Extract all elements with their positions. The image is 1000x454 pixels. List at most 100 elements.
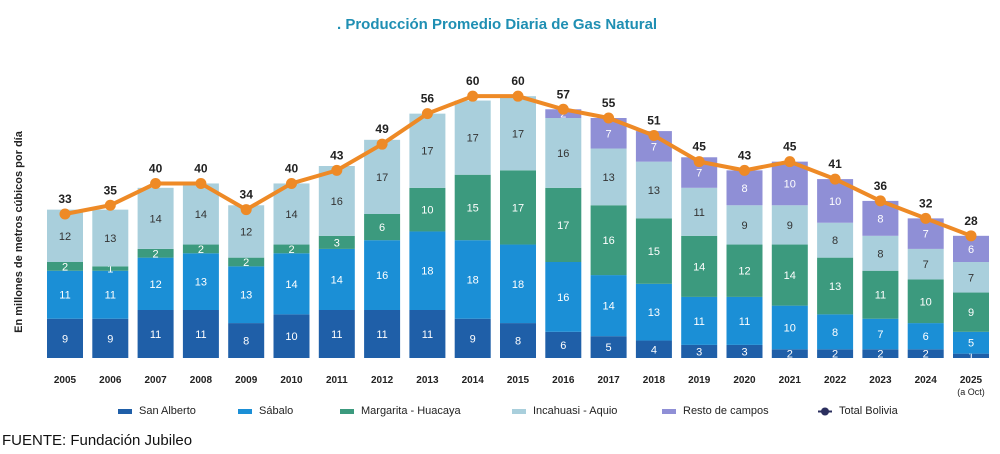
bar-segment	[590, 148, 627, 206]
segment-label: 6	[968, 244, 974, 256]
bar-segment	[817, 257, 854, 315]
legend-swatch	[118, 409, 132, 414]
bar-segment	[92, 270, 129, 319]
segment-label: 18	[467, 274, 479, 286]
total-point	[693, 156, 705, 168]
segment-label: 7	[968, 272, 974, 284]
bar-segment	[92, 318, 129, 358]
bar-segment	[47, 318, 83, 358]
segment-label: 13	[195, 277, 207, 289]
segment-label: 14	[149, 213, 161, 225]
bar-segment	[771, 305, 808, 350]
bar-segment	[771, 205, 808, 245]
segment-label: 18	[421, 266, 433, 278]
bar-segment	[953, 262, 989, 293]
segment-label: 4	[651, 344, 657, 356]
segment-label: 16	[557, 148, 569, 160]
total-label: 41	[828, 157, 842, 171]
bar-segment	[862, 235, 899, 271]
bar-segment	[500, 323, 536, 358]
segment-label: 2	[198, 244, 204, 256]
segment-label: 6	[923, 331, 929, 343]
segment-label: 3	[334, 237, 340, 249]
bar-segment	[364, 214, 401, 241]
segment-label: 6	[379, 222, 385, 234]
segment-label: 11	[105, 290, 116, 302]
bar-segment	[726, 296, 763, 345]
legend-swatch	[238, 409, 252, 414]
segment-label: 6	[560, 340, 566, 352]
segment-label: 3	[741, 346, 747, 358]
segment-label: 17	[512, 128, 524, 140]
bar-segment	[907, 349, 944, 358]
segment-label: 9	[62, 333, 68, 345]
segment-label: 13	[104, 233, 116, 245]
bar-segment	[635, 218, 672, 284]
bar-segment	[635, 161, 672, 219]
total-label: 36	[874, 179, 888, 193]
segment-label: 5	[606, 342, 612, 354]
segment-label: 9	[741, 220, 747, 232]
legend-swatch	[512, 409, 526, 414]
bar-segment	[318, 310, 355, 358]
segment-label: 11	[875, 290, 886, 302]
bar-segment	[92, 209, 129, 267]
x-tick-label: 2024	[915, 375, 938, 386]
segment-label: 13	[829, 281, 841, 293]
bar-segment	[182, 310, 219, 358]
legend-marker	[821, 407, 829, 416]
segment-label: 2	[832, 349, 838, 361]
x-tick-label: 2020	[733, 375, 756, 386]
chart-title: . Producción Promedio Diaria de Gas Natu…	[337, 16, 657, 33]
bar-segment	[409, 113, 446, 188]
bar-segment	[953, 353, 989, 358]
legend-label: Margarita - Huacaya	[361, 405, 462, 417]
bar-segment	[771, 161, 808, 206]
segment-label: 13	[648, 185, 660, 197]
bar-segment	[862, 349, 899, 358]
segment-label: 13	[648, 307, 660, 319]
segment-label: 17	[512, 202, 524, 214]
total-label: 34	[240, 188, 254, 202]
bar-segment	[681, 235, 718, 297]
segment-label: 14	[784, 270, 796, 282]
segment-label: 7	[877, 329, 883, 341]
total-label: 60	[511, 74, 525, 88]
segment-label: 10	[784, 178, 796, 190]
total-label: 49	[375, 122, 389, 136]
bar-segment	[137, 187, 174, 249]
x-tick-label: 2022	[824, 375, 847, 386]
x-tick-label: 2018	[643, 375, 666, 386]
bar-segment	[726, 344, 763, 358]
total-label: 56	[421, 92, 435, 106]
total-point	[104, 199, 116, 211]
bar-segment	[318, 248, 355, 310]
x-tick-label: 2010	[280, 375, 303, 386]
segment-label: 14	[693, 261, 705, 273]
segment-label: 1	[968, 351, 974, 363]
gas-production-chart: . Producción Promedio Diaria de Gas Natu…	[13, 16, 989, 417]
segment-label: 2	[787, 349, 793, 361]
bar-segment	[681, 187, 718, 236]
total-point	[648, 129, 660, 141]
x-tick-label: 2005	[54, 375, 77, 386]
segment-label: 14	[285, 279, 297, 291]
x-tick-label: 2009	[235, 375, 258, 386]
segment-label: 7	[606, 128, 612, 140]
bar-segment	[364, 310, 401, 358]
segment-label: 11	[331, 329, 342, 341]
legend-label: Incahuasi - Aquio	[533, 405, 617, 417]
legend: San Alberto Sábalo Margarita - Huacaya Inca…	[118, 405, 899, 417]
x-tick-label: 2014	[462, 375, 485, 386]
segment-label: 1	[107, 264, 113, 276]
segment-label: 2	[288, 244, 294, 256]
bar-segment	[953, 292, 989, 332]
total-point	[512, 90, 524, 102]
bar-segment	[817, 349, 854, 358]
bar-segment	[454, 100, 491, 175]
segment-label: 8	[515, 336, 521, 348]
segment-label: 7	[923, 259, 929, 271]
bar-segment	[364, 240, 401, 310]
x-tick-label: 2007	[144, 375, 167, 386]
bar-segment	[862, 318, 899, 350]
